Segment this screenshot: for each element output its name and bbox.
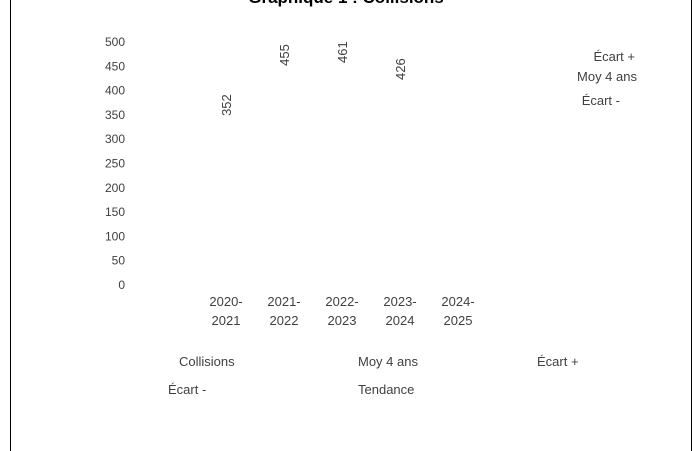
legend-entry: Moy 4 ans (358, 354, 418, 369)
collisions-bar (386, 78, 414, 285)
y-tick-label: 50 (112, 254, 126, 268)
y-tick-label: 150 (105, 205, 125, 219)
data-label: 461 (335, 41, 350, 63)
x-category-label: 2021-2022 (267, 294, 300, 328)
y-tick-label: 400 (105, 84, 125, 98)
collisions-bar (270, 64, 298, 285)
legend-entry: Écart + (537, 354, 579, 369)
collisions-bar (212, 114, 240, 285)
y-tick-label: 250 (105, 157, 125, 171)
legend-entry: Collisions (179, 354, 235, 369)
x-category-label: 2022-2023 (325, 294, 358, 328)
legend-entry: Écart - (168, 382, 206, 397)
data-label: 426 (393, 58, 408, 80)
y-tick-label: 500 (105, 35, 125, 49)
x-category-label: 2024-2025 (441, 294, 474, 328)
y-tick-label: 300 (105, 132, 125, 146)
corner-label: Écart + (593, 49, 635, 64)
x-category-label: 2023-2024 (383, 294, 416, 328)
data-label: 455 (277, 44, 292, 66)
y-tick-label: 100 (105, 229, 125, 243)
corner-label: Écart - (582, 93, 620, 108)
collisions-bar (328, 61, 356, 285)
corner-label: Moy 4 ans (577, 69, 637, 84)
data-label: 352 (219, 94, 234, 116)
chart-title: Graphique 1 : Collisions (0, 0, 692, 8)
legend-entry: Tendance (358, 382, 414, 397)
y-tick-label: 350 (105, 108, 125, 122)
y-tick-label: 200 (105, 181, 125, 195)
x-category-label: 2020-2021 (209, 294, 242, 328)
y-tick-label: 450 (105, 59, 125, 73)
y-tick-label: 0 (118, 278, 125, 292)
